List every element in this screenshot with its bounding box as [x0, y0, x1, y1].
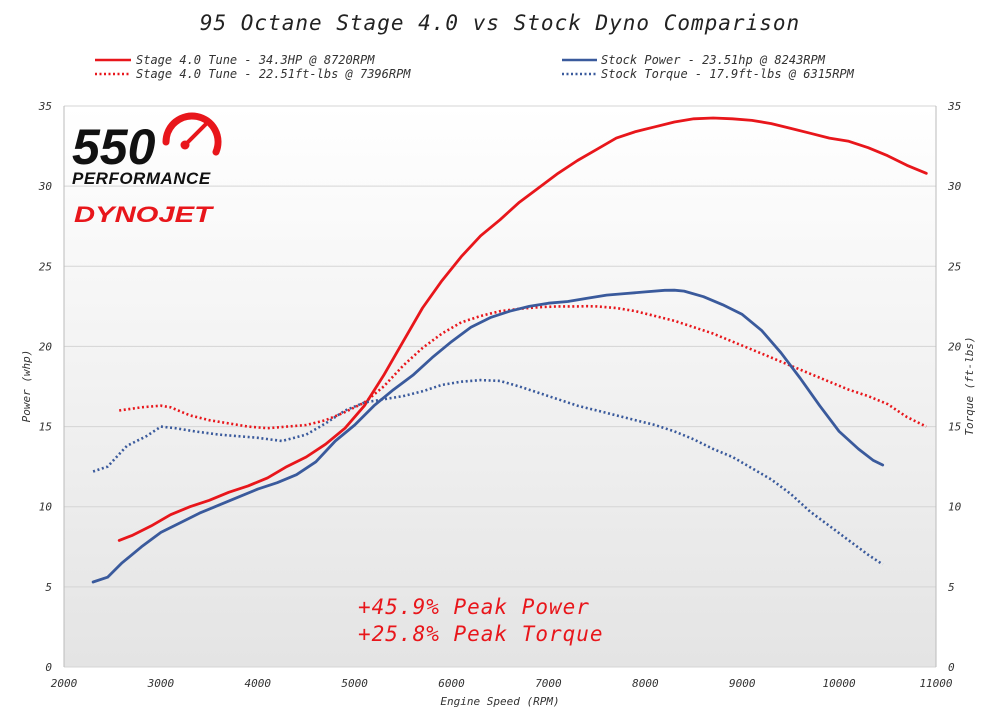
x-tick-labels: 2000 3000 4000 5000 6000 7000 8000 9000 10000 110…	[51, 677, 953, 690]
y-tick-labels: 0 5 10 15 20 25 30 35	[38, 100, 53, 674]
legend-label-stock-torque: Stock Torque - 17.9ft-lbs @ 6315RPM	[601, 67, 855, 81]
y-tick-30: 30	[38, 180, 53, 193]
gridlines	[63, 105, 937, 668]
y-tick-15: 15	[39, 421, 52, 434]
x-tick-6000: 6000	[438, 677, 465, 690]
y2-axis-label: Torque (ft-lbs)	[963, 336, 976, 435]
y-tick-25: 25	[39, 260, 52, 273]
x-tick-3000: 3000	[147, 677, 175, 690]
x-tick-11000: 11000	[919, 677, 952, 690]
y2-tick-labels: 0 5 10 15 20 25 30 35	[947, 100, 962, 674]
chart-title: 95 Octane Stage 4.0 vs Stock Dyno Compar…	[200, 11, 800, 35]
series-layer	[91, 116, 928, 584]
legend-label-tune-torque: Stage 4.0 Tune - 22.51ft-lbs @ 7396RPM	[136, 67, 411, 81]
dynojet-logo-text: DYNOJET	[74, 202, 214, 227]
y2-tick-25: 25	[948, 260, 961, 273]
y-axis-label: Power (whp)	[20, 350, 33, 423]
legend-label-tune-power: Stage 4.0 Tune - 34.3HP @ 8720RPM	[136, 53, 375, 67]
x-tick-5000: 5000	[341, 677, 368, 690]
y-tick-0: 0	[45, 661, 52, 674]
x-tick-10000: 10000	[823, 677, 856, 690]
logo-performance-text: PERFORMANCE	[72, 169, 211, 188]
brand-logo: 550 PERFORMANCE DYNOJET	[72, 112, 222, 227]
y2-tick-35: 35	[947, 100, 961, 113]
logo-550-text: 550	[72, 119, 156, 175]
y2-tick-5: 5	[948, 581, 955, 594]
peak-power-annotation: +45.9% Peak Power	[358, 595, 590, 619]
series-line-0	[117, 116, 928, 542]
x-tick-2000: 2000	[51, 677, 78, 690]
legend-label-stock-power: Stock Power - 23.51hp @ 8243RPM	[601, 53, 826, 67]
y2-tick-20: 20	[948, 340, 962, 353]
y2-tick-30: 30	[947, 180, 962, 193]
y-tick-35: 35	[38, 100, 52, 113]
peak-torque-annotation: +25.8% Peak Torque	[358, 622, 604, 646]
y2-tick-15: 15	[948, 421, 961, 434]
series-line-3	[92, 378, 884, 566]
plot-background	[64, 106, 936, 667]
speedometer-icon	[162, 112, 222, 156]
x-tick-7000: 7000	[535, 677, 562, 690]
x-tick-9000: 9000	[729, 677, 756, 690]
y2-tick-10: 10	[948, 501, 962, 514]
y-tick-20: 20	[39, 340, 53, 353]
y-tick-10: 10	[39, 501, 53, 514]
legend: Stage 4.0 Tune - 34.3HP @ 8720RPM Stage …	[95, 53, 855, 81]
y2-tick-0: 0	[948, 661, 955, 674]
series-line-2	[91, 288, 885, 584]
y-tick-5: 5	[45, 581, 52, 594]
x-axis-label: Engine Speed (RPM)	[440, 695, 559, 708]
series-line-1	[119, 304, 927, 430]
x-tick-8000: 8000	[632, 677, 659, 690]
x-tick-4000: 4000	[245, 677, 272, 690]
